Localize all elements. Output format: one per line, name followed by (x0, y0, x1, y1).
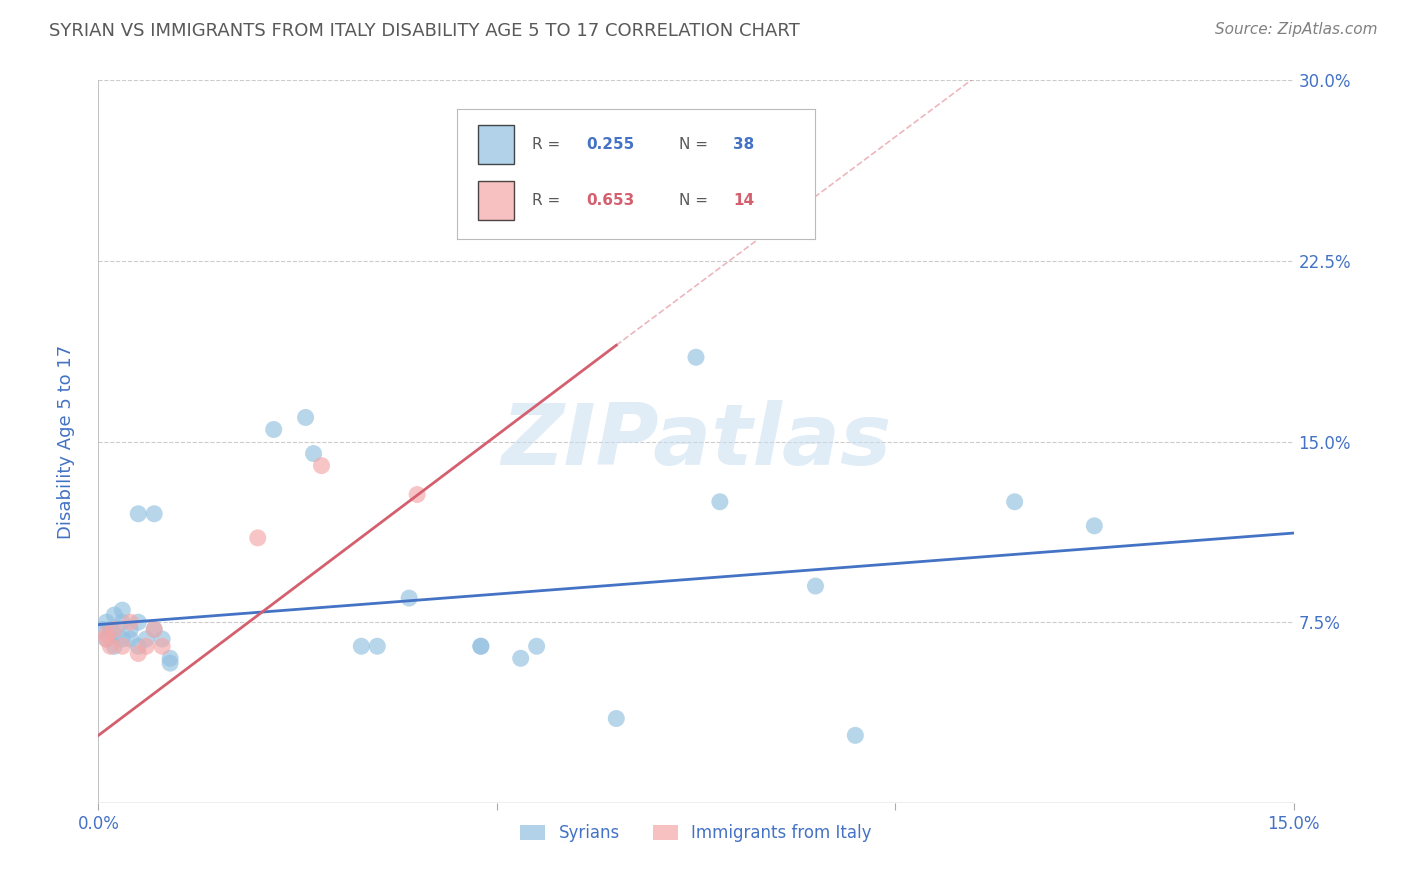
Point (103, 607, 125, 622)
Point (605, 712, 627, 726)
Point (1004, 494, 1026, 508)
Point (470, 639, 492, 653)
Point (127, 615, 149, 630)
Point (96, 632, 118, 646)
Point (111, 632, 134, 646)
Point (311, 458, 333, 473)
Point (127, 647, 149, 661)
Point (685, 350, 707, 364)
Point (844, 728, 866, 742)
Point (91, 623, 114, 637)
Text: ZIPatlas: ZIPatlas (501, 400, 891, 483)
Point (526, 639, 548, 653)
Point (159, 656, 181, 670)
Point (470, 639, 492, 653)
Point (263, 422, 285, 436)
Point (804, 579, 827, 593)
Point (120, 615, 142, 630)
Point (366, 639, 388, 653)
Point (1083, 518, 1105, 533)
Point (120, 632, 142, 646)
Point (111, 639, 134, 653)
Point (509, 651, 531, 665)
Point (111, 603, 134, 617)
Text: Source: ZipAtlas.com: Source: ZipAtlas.com (1215, 22, 1378, 37)
Y-axis label: Disability Age 5 to 17: Disability Age 5 to 17 (56, 344, 75, 539)
Point (103, 627, 125, 641)
Point (103, 639, 125, 653)
Point (150, 639, 173, 653)
Point (143, 623, 166, 637)
Point (127, 507, 149, 521)
Point (120, 623, 142, 637)
Point (246, 531, 269, 545)
Point (135, 639, 157, 653)
Point (143, 623, 166, 637)
Point (709, 494, 731, 508)
Point (98, 623, 122, 637)
Point (605, 194, 627, 208)
Point (150, 632, 173, 646)
Point (111, 615, 134, 630)
Point (406, 487, 429, 501)
Point (103, 623, 125, 637)
Point (294, 410, 316, 425)
Point (98, 639, 122, 653)
Legend: Syrians, Immigrants from Italy: Syrians, Immigrants from Italy (513, 817, 879, 848)
Point (143, 507, 166, 521)
Point (96, 615, 118, 630)
Point (96, 627, 118, 641)
Point (398, 591, 420, 605)
Point (96, 632, 118, 646)
Point (159, 651, 181, 665)
Point (127, 639, 149, 653)
Point (135, 632, 157, 646)
Text: SYRIAN VS IMMIGRANTS FROM ITALY DISABILITY AGE 5 TO 17 CORRELATION CHART: SYRIAN VS IMMIGRANTS FROM ITALY DISABILI… (49, 22, 800, 40)
Point (350, 639, 373, 653)
Point (302, 446, 325, 460)
